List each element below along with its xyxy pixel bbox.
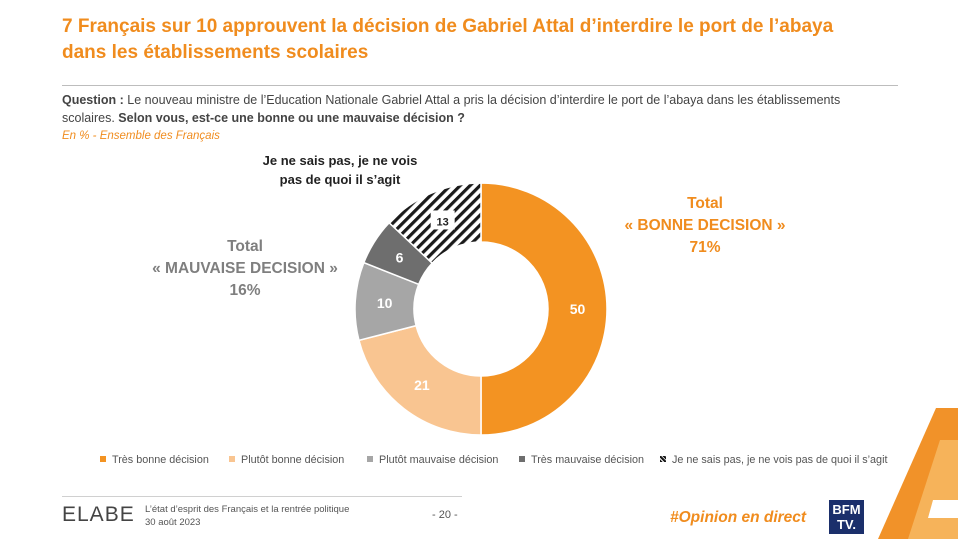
legend-swatch [100,456,106,462]
page-number: - 20 - [432,509,458,521]
dont-know-callout-line-2: pas de quoi il s’agit [279,172,401,187]
good-total-line-2: « BONNE DECISION » [624,217,786,234]
legend-swatch [519,456,525,462]
header-divider [62,85,898,86]
legend-item-plutot-bonne: Plutôt bonne décision [229,454,344,466]
footer-caption: L’état d’esprit des Français et la rentr… [145,503,349,529]
chart-subtitle: En % - Ensemble des Français [62,130,220,142]
footer-caption-line-2: 30 août 2023 [145,517,201,528]
question-label: Question : [62,93,124,107]
bfmtv-logo-line-2: TV. [836,517,857,532]
slice-value-label: 13 [437,216,449,228]
slice-plutot-bonne [358,324,482,436]
question-bold: Selon vous, est-ce une bonne ou une mauv… [118,111,465,125]
slice-value-label: 50 [570,301,586,317]
bad-total-line-1: Total [227,238,263,255]
legend-item-tres-mauvaise: Très mauvaise décision [519,454,644,466]
legend-item-ne-sait-pas: Je ne sais pas, je ne vois pas de quoi i… [660,454,887,466]
slice-label-background [430,210,455,230]
question-line-2: scolaires. Selon vous, est-ce une bonne … [62,109,882,127]
question-line-1: Question : Le nouveau ministre de l’Educ… [62,91,882,109]
legend-swatch [367,456,373,462]
question-text-1: Le nouveau ministre de l’Education Natio… [123,93,841,107]
legend-item-tres-bonne: Très bonne décision [100,454,209,466]
title-line-1: 7 Français sur 10 approuvent la décision… [62,16,834,37]
bad-total-line-2: « MAUVAISE DECISION » [152,260,338,277]
legend-swatch [229,456,235,462]
slice-value-label: 10 [377,295,393,311]
bfmtv-logo-line-1: BFM [832,502,861,517]
footer-divider [62,496,462,497]
legend-label: Plutôt mauvaise décision [379,454,499,466]
slice-tres-bonne [480,182,608,436]
legend-label: Très mauvaise décision [531,454,645,466]
question-text-2: scolaires. [62,111,119,125]
legend-label: Je ne sais pas, je ne vois pas de quoi i… [672,454,888,466]
bad-total-line-3: 16% [229,282,261,299]
legend-item-plutot-mauvaise: Plutôt mauvaise décision [367,454,498,466]
footer-caption-line-1: L’état d’esprit des Français et la rentr… [145,504,350,515]
legend-label: Plutôt bonne décision [241,454,345,466]
title-line-2: dans les établissements scolaires [62,42,369,63]
legend-label: Très bonne décision [112,454,209,466]
hashtag: #Opinion en direct [670,509,807,526]
bfmtv-logo: BFM TV. [829,500,864,534]
page-title: 7 Français sur 10 approuvent la décision… [62,14,882,66]
good-total-line-3: 71% [689,239,721,256]
elabe-triangle-icon [878,408,958,539]
slice-value-label: 21 [414,377,430,393]
dont-know-callout: Je ne sais pas, je ne vois pas de quoi i… [240,151,440,189]
elabe-logo: ELABE [62,503,135,526]
good-total-line-1: Total [687,195,723,212]
question-block: Question : Le nouveau ministre de l’Educ… [62,91,882,127]
bad-decision-total: Total « MAUVAISE DECISION » 16% [135,236,355,302]
dont-know-callout-line-1: Je ne sais pas, je ne vois [262,153,418,168]
slice-value-label: 6 [396,249,404,265]
chart-legend: Très bonne décision Plutôt bonne décisio… [0,454,958,472]
good-decision-total: Total « BONNE DECISION » 71% [615,193,795,259]
legend-swatch [660,456,666,462]
